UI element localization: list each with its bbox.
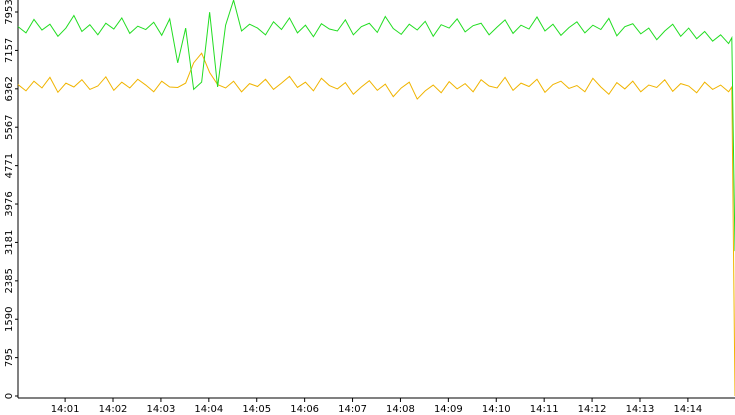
y-tick-label: 3181 xyxy=(4,230,15,255)
y-tick-label: 795 xyxy=(4,348,15,367)
x-tick-label: 14:13 xyxy=(626,404,655,415)
y-tick-label: 2385 xyxy=(4,268,15,293)
y-tick-label: 4771 xyxy=(4,153,15,178)
x-tick-label: 14:02 xyxy=(99,404,128,415)
x-tick-label: 14:01 xyxy=(51,404,80,415)
x-tick-label: 14:07 xyxy=(338,404,367,415)
series-line xyxy=(17,0,735,252)
y-tick-label: 7157 xyxy=(4,38,15,63)
series-line xyxy=(17,52,735,397)
y-tick-label: 3976 xyxy=(4,191,15,216)
x-tick-label: 14:11 xyxy=(530,404,559,415)
y-tick-label: 5567 xyxy=(4,114,15,139)
x-tick-label: 14:05 xyxy=(242,404,271,415)
y-tick-label: 0 xyxy=(4,393,15,399)
x-tick-label: 14:10 xyxy=(482,404,511,415)
x-tick-label: 14:14 xyxy=(673,404,702,415)
x-tick-label: 14:04 xyxy=(194,404,223,415)
y-tick-label: 1590 xyxy=(4,307,15,332)
y-tick-label: 7953 xyxy=(4,0,15,25)
x-tick-label: 14:12 xyxy=(578,404,607,415)
y-tick-label: 6362 xyxy=(4,76,15,101)
x-tick-label: 14:09 xyxy=(434,404,463,415)
x-tick-label: 14:03 xyxy=(147,404,176,415)
x-tick-label: 14:08 xyxy=(386,404,415,415)
x-tick-label: 14:06 xyxy=(290,404,319,415)
